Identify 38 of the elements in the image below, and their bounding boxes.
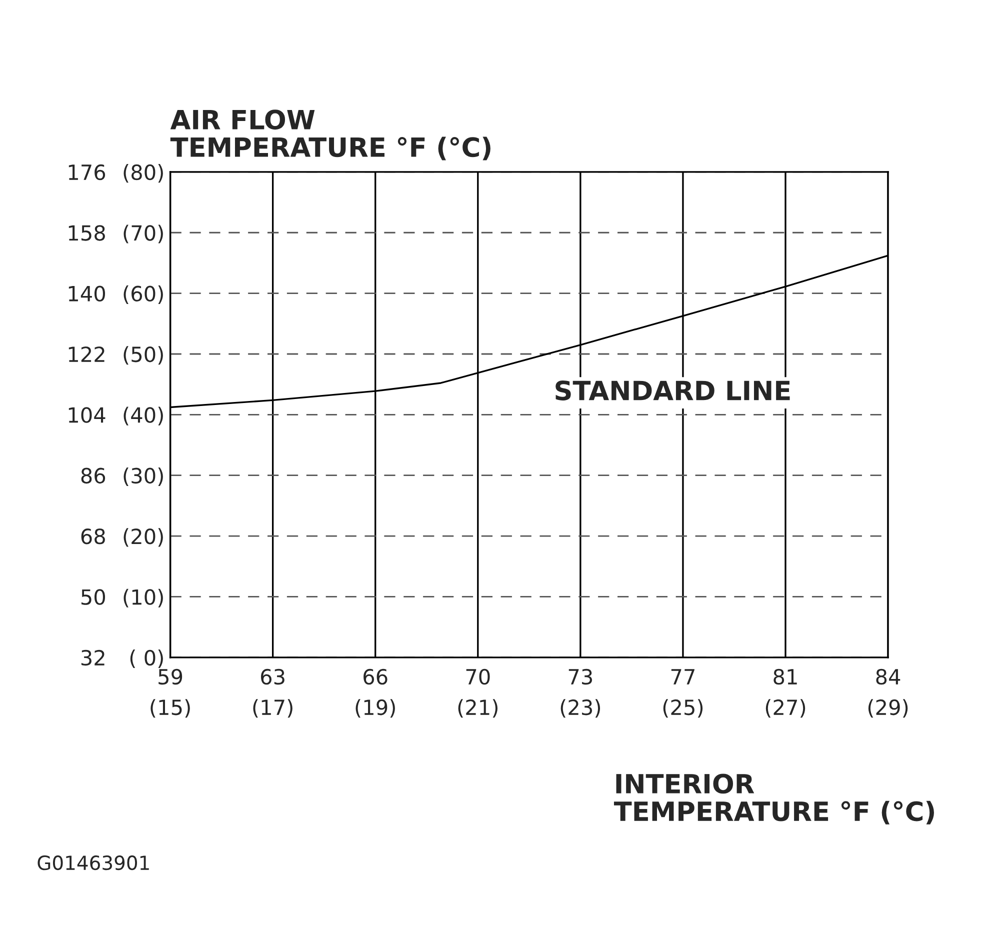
y-tick-label: 50 — [81, 589, 106, 605]
x-tick-label: 73 — [568, 668, 592, 685]
y-tick-label: 86 — [81, 468, 106, 484]
y2-tick-label: (60) — [124, 285, 163, 304]
x2-tick-label: (17) — [253, 699, 292, 718]
x-tick-label: 81 — [774, 668, 797, 685]
x2-tick-label: (19) — [356, 699, 395, 718]
x-tick-label: 77 — [671, 669, 694, 684]
x2-tick-label: (21) — [458, 699, 498, 718]
y2-tick-label: (30) — [124, 467, 163, 486]
y-tick-label: 176 — [68, 164, 106, 180]
y2-tick-label: (40) — [124, 406, 163, 426]
y-tick-label: 158 — [68, 225, 105, 241]
annotation: STANDARD LINE — [556, 380, 790, 400]
y2-tick-label: (70) — [124, 224, 163, 244]
x-axis-title: INTERIOR TEMPERATURE °F (°C) — [614, 774, 934, 824]
y2-tick-label: (10) — [124, 588, 163, 608]
x-tick-label: 66 — [364, 668, 388, 685]
y-tick-label: 140 — [68, 286, 106, 302]
y-tick-label: 104 — [68, 407, 106, 423]
y-tick-label: 32 — [81, 650, 104, 666]
y2-tick-label: (80) — [124, 164, 163, 183]
x2-tick-label: (29) — [868, 699, 908, 718]
x-tick-label: 63 — [261, 668, 284, 685]
y-tick-label: 68 — [81, 528, 105, 544]
x2-tick-label: (27) — [766, 699, 806, 718]
y2-axis-title: AIR FLOW TEMPERATURE °F (°C) — [170, 110, 490, 160]
x-tick-label: 84 — [876, 668, 900, 685]
text: G01463901 — [38, 855, 149, 870]
x-tick-label: 59 — [158, 668, 182, 685]
x2-tick-label: (25) — [663, 699, 703, 718]
x-tick-label: 70 — [466, 668, 490, 685]
y2-tick-label: (20) — [124, 528, 163, 547]
x2-tick-label: (15) — [150, 699, 190, 718]
y2-tick-label: ( 0) — [130, 650, 163, 668]
y-tick-label: 122 — [68, 346, 104, 362]
x2-tick-label: (23) — [560, 699, 600, 718]
y2-tick-label: (50) — [124, 346, 163, 365]
